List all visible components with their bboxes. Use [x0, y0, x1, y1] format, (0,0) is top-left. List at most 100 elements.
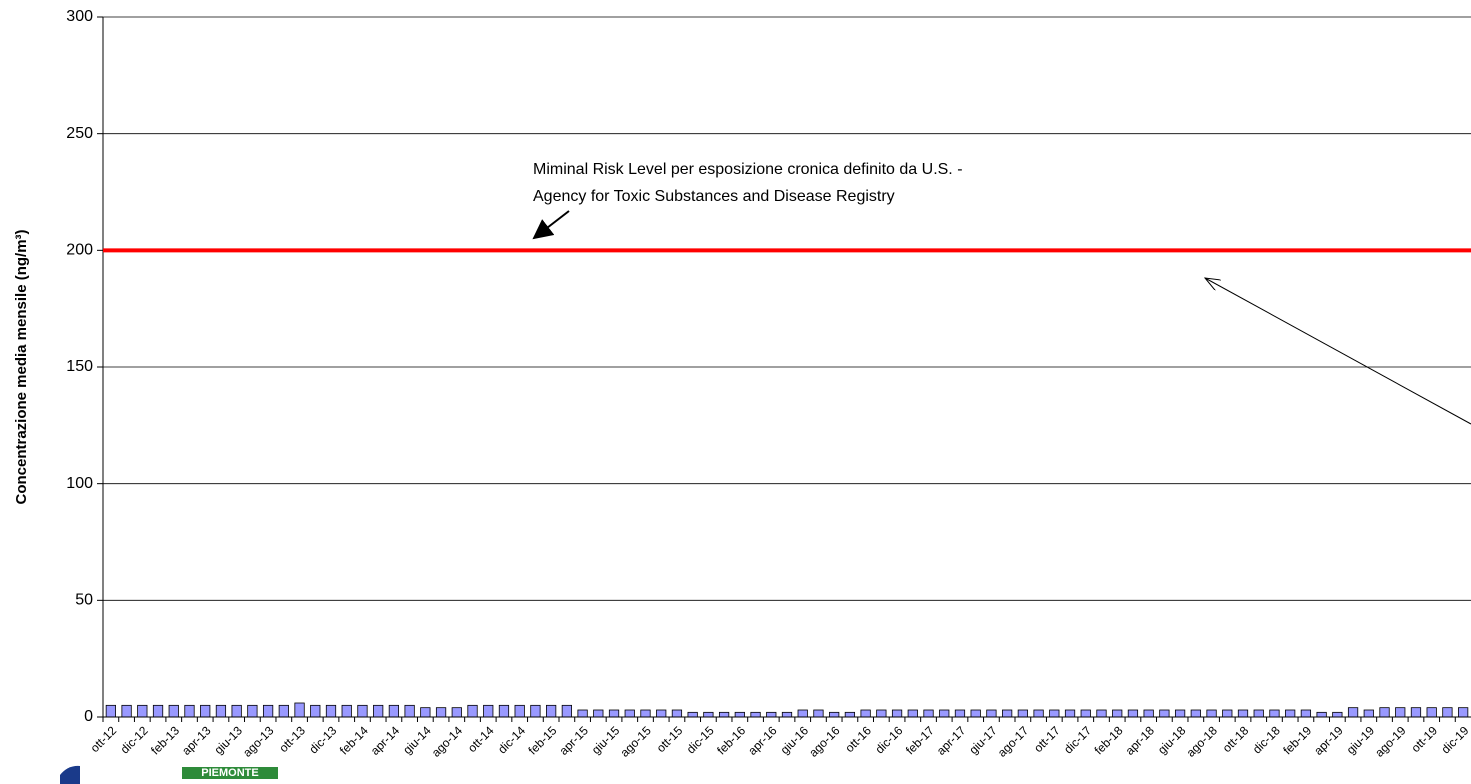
bar — [986, 709, 997, 718]
x-tick-label: dic-13 — [306, 723, 339, 756]
y-tick-label: 50 — [75, 592, 93, 609]
bar — [357, 704, 368, 718]
bar — [718, 711, 730, 718]
bar — [1127, 709, 1139, 718]
x-tick-label: ago-16 — [806, 723, 843, 760]
bar — [137, 704, 148, 718]
bar — [388, 704, 400, 718]
bar — [593, 709, 604, 718]
bar — [1347, 707, 1359, 718]
x-tick-label: feb-15 — [526, 723, 560, 757]
bar — [1206, 709, 1217, 718]
bar — [891, 709, 903, 718]
x-tick-label: apr-17 — [934, 723, 969, 758]
bar — [656, 709, 667, 718]
y-tick-label: 250 — [66, 125, 93, 142]
y-tick-label: 300 — [66, 8, 93, 25]
bar — [200, 704, 211, 718]
y-tick-label: 150 — [66, 358, 93, 375]
bar — [530, 704, 541, 718]
bar — [1300, 709, 1312, 718]
bar — [939, 709, 950, 718]
bar — [215, 704, 227, 718]
bar — [1379, 707, 1390, 718]
bar — [750, 711, 761, 718]
x-tick-label: ago-14 — [429, 723, 466, 760]
y-axis-label: Concentrazione media mensile (ng/m³) — [13, 229, 30, 504]
x-tick-label: giu-18 — [1155, 723, 1189, 757]
x-tick-label: giu-14 — [400, 723, 434, 757]
bar — [687, 711, 698, 718]
x-tick-label: ott-14 — [465, 723, 497, 755]
x-tick-label: apr-18 — [1123, 723, 1158, 758]
annotation: Agency for Toxic Substances and Disease … — [533, 188, 895, 205]
bar — [1237, 709, 1249, 718]
bar — [546, 704, 557, 718]
x-tick-label: dic-14 — [495, 723, 528, 756]
x-tick-label: ago-15 — [618, 723, 655, 760]
bar — [608, 709, 620, 718]
bar — [1190, 709, 1201, 718]
bar — [860, 709, 871, 718]
y-tick-label: 0 — [84, 708, 93, 725]
x-tick-label: giu-15 — [589, 723, 623, 757]
bar — [734, 711, 745, 718]
bar — [435, 707, 447, 718]
bar — [813, 709, 824, 718]
x-tick-label: giu-17 — [966, 723, 1000, 757]
bar — [1269, 709, 1280, 718]
x-tick-label: dic-12 — [118, 723, 151, 756]
x-tick-label: apr-16 — [745, 723, 780, 758]
bar — [184, 704, 195, 718]
annotation-arrow — [1205, 278, 1471, 425]
bar — [954, 709, 966, 718]
x-tick-label: ago-18 — [1184, 723, 1221, 760]
bar — [876, 709, 887, 718]
annotation-arrow — [532, 210, 570, 240]
bar — [829, 711, 840, 718]
bar — [1143, 709, 1154, 718]
bar — [152, 704, 164, 718]
bar — [970, 709, 981, 718]
bar — [1174, 709, 1186, 718]
bar — [1222, 709, 1233, 718]
bar — [1049, 709, 1060, 718]
bar — [341, 704, 352, 718]
logo-text: PIEMONTE — [201, 767, 258, 779]
x-tick-label: feb-19 — [1280, 723, 1314, 757]
x-tick-label: ott-18 — [1220, 723, 1252, 755]
bar — [498, 704, 510, 718]
bar — [671, 709, 683, 718]
logo-shape — [60, 765, 80, 784]
bar — [844, 711, 856, 718]
bar — [105, 704, 116, 718]
bar — [1316, 711, 1327, 718]
bar — [703, 711, 714, 718]
x-tick-label: apr-15 — [557, 723, 592, 758]
x-tick-label: feb-17 — [903, 723, 937, 757]
bar — [1426, 707, 1437, 718]
x-tick-label: apr-19 — [1311, 723, 1346, 758]
bar — [1253, 709, 1264, 718]
x-tick-label: feb-14 — [337, 723, 371, 757]
bar — [325, 704, 337, 718]
bar — [1064, 709, 1076, 718]
x-tick-label: ago-19 — [1372, 723, 1409, 760]
bar — [561, 704, 572, 718]
bar — [1332, 711, 1343, 718]
bar — [1442, 707, 1453, 718]
bar — [766, 711, 777, 718]
bar — [121, 704, 132, 718]
bar — [1458, 707, 1469, 718]
x-tick-label: feb-18 — [1092, 723, 1126, 757]
bar — [1080, 709, 1091, 718]
annotation: Miminal Risk Level per esposizione croni… — [533, 161, 963, 178]
x-tick-label: apr-13 — [179, 723, 214, 758]
bar — [514, 704, 525, 718]
bar — [624, 709, 635, 718]
x-tick-label: dic-19 — [1438, 723, 1471, 756]
y-tick-label: 100 — [66, 475, 93, 492]
x-tick-label: ott-17 — [1031, 723, 1063, 755]
bar — [797, 709, 808, 718]
x-tick-label: giu-13 — [212, 723, 246, 757]
